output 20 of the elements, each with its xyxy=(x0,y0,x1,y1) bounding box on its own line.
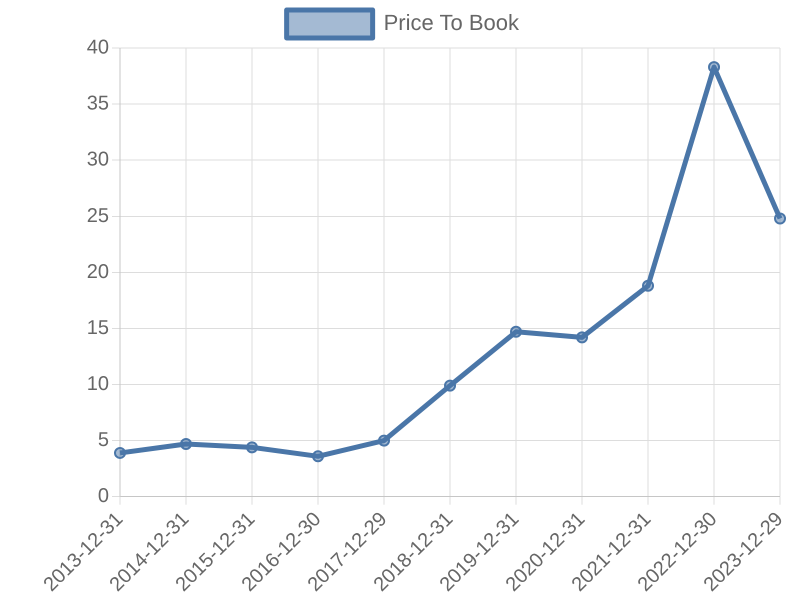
y-tick-label: 25 xyxy=(86,204,109,227)
y-tick-label: 15 xyxy=(86,316,109,339)
point xyxy=(378,434,390,447)
point xyxy=(246,441,258,454)
point xyxy=(576,331,588,344)
point xyxy=(312,450,324,462)
y-tick-label: 20 xyxy=(86,260,109,283)
point xyxy=(180,438,192,450)
y-tick-label: 10 xyxy=(86,373,109,396)
legend-label: Price To Book xyxy=(384,10,520,36)
y-tick-label: 5 xyxy=(98,429,109,452)
point xyxy=(114,446,126,459)
y-tick-label: 40 xyxy=(86,36,109,59)
point xyxy=(642,280,654,292)
point xyxy=(510,326,522,338)
y-tick-label: 30 xyxy=(86,148,109,171)
point xyxy=(444,380,456,392)
point xyxy=(774,212,786,224)
y-tick-label: 35 xyxy=(86,92,109,115)
y-tick-label: 0 xyxy=(98,485,109,508)
